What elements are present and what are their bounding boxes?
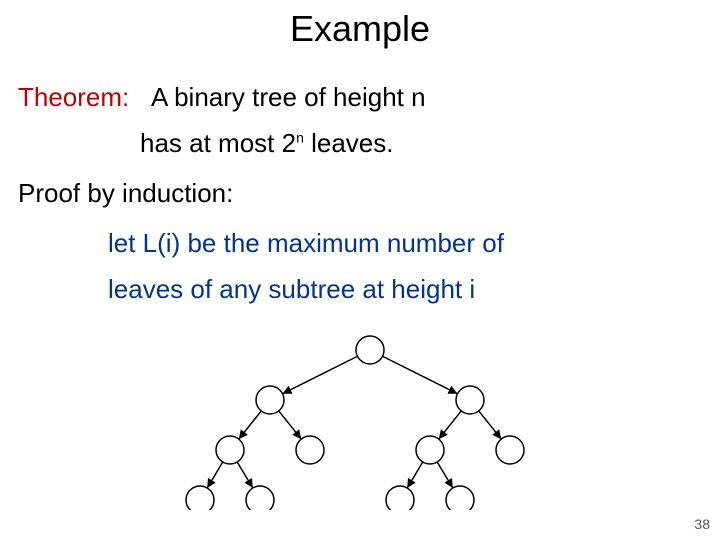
binary-tree-diagram <box>170 330 570 510</box>
tree-edge <box>479 411 502 439</box>
tree-edge <box>407 462 423 488</box>
tree-edge <box>383 356 458 393</box>
theorem-body-2b: leaves. <box>304 128 394 158</box>
tree-node <box>356 336 384 364</box>
slide-title: Example <box>0 8 720 50</box>
theorem-line-1: Theorem: A binary tree of height n <box>18 82 426 113</box>
tree-edge <box>207 462 223 488</box>
definition-line-2: leaves of any subtree at height i <box>108 274 475 305</box>
theorem-exponent: n <box>296 129 304 145</box>
tree-node <box>446 486 474 510</box>
tree-node <box>186 486 214 510</box>
proof-label: Proof by induction: <box>18 178 233 209</box>
tree-node <box>386 486 414 510</box>
theorem-body-2a: has at most 2 <box>140 128 296 158</box>
definition-line-1: let L(i) be the maximum number of <box>108 228 504 259</box>
tree-edge <box>237 462 253 488</box>
tree-node <box>246 486 274 510</box>
theorem-line-2: has at most 2n leaves. <box>140 128 393 159</box>
tree-edge <box>279 411 302 439</box>
tree-node <box>216 436 244 464</box>
tree-node <box>456 386 484 414</box>
tree-edge <box>437 462 453 488</box>
tree-edge <box>439 411 462 439</box>
page-number: 38 <box>694 516 710 532</box>
tree-node <box>296 436 324 464</box>
theorem-body-1 <box>137 82 151 112</box>
tree-edge <box>283 356 358 393</box>
theorem-label: Theorem: <box>18 82 129 112</box>
tree-node <box>256 386 284 414</box>
tree-node <box>416 436 444 464</box>
tree-node <box>496 436 524 464</box>
tree-edge <box>239 411 262 439</box>
